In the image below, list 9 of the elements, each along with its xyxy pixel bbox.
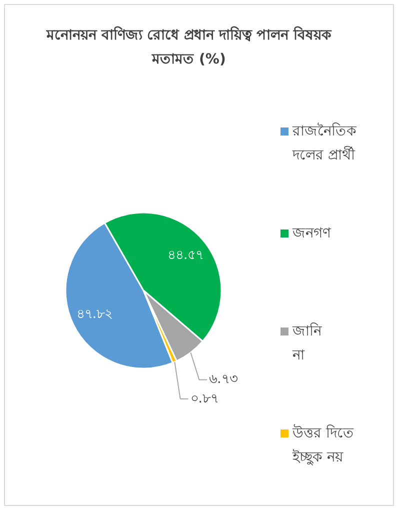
legend-label: জানি না <box>292 322 322 364</box>
chart-title: মনোনয়ন বাণিজ্য রোধে প্রধান দায়িত্ব পালন বিষয়ক মতামত (%) <box>45 26 333 68</box>
legend-label: জনগণ <box>292 226 332 242</box>
data-label: ০.৮৭ <box>190 391 218 406</box>
legend-label: রাজনৈতিক দলের প্রার্থী <box>292 122 356 164</box>
data-label: ৪৭.৮২ <box>76 306 112 322</box>
data-label: ৪৪.৫৭ <box>168 248 204 264</box>
data-label: ৬.৭৩ <box>209 372 238 388</box>
legend-label: উত্তর দিতে ইচ্ছুক নয় <box>292 424 354 466</box>
